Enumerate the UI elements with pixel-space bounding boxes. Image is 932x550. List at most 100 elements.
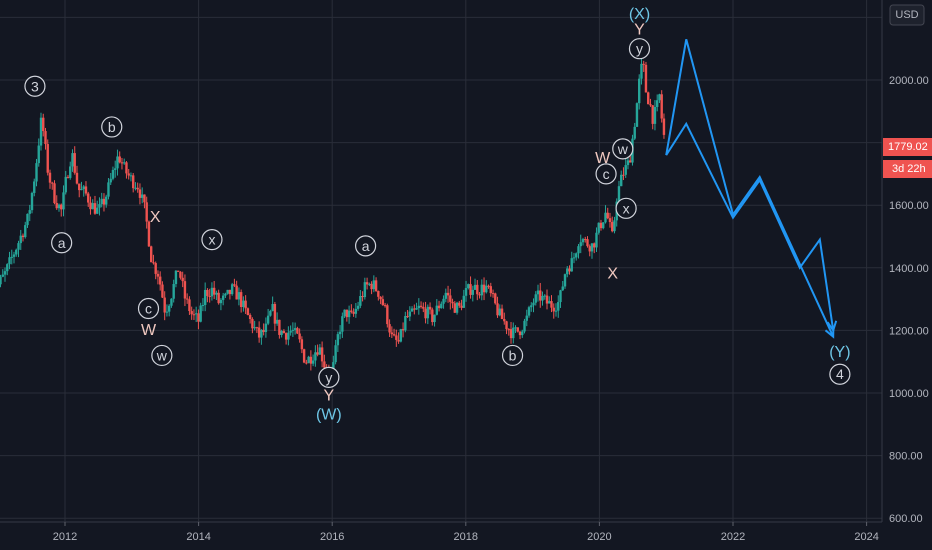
candle-body xyxy=(12,254,16,257)
candle-body xyxy=(217,292,220,304)
currency-label[interactable]: USD xyxy=(895,9,918,21)
price-axis[interactable]: 600.00 800.00 1000.00 1200.00 1400.00 1600.00… xyxy=(889,75,929,525)
last-price-badge: 1779.02 3d 22h xyxy=(883,138,932,178)
candle-body xyxy=(298,333,301,340)
candle-body xyxy=(75,172,79,184)
candle-body xyxy=(125,162,128,174)
candle-body xyxy=(24,225,27,238)
price-tick-label: 600.00 xyxy=(889,513,923,525)
candle-body xyxy=(662,118,666,135)
candle-body xyxy=(174,270,178,285)
price-tick-label: 800.00 xyxy=(889,451,923,463)
currency-button[interactable]: USD xyxy=(889,4,925,26)
price-tick-label: 2000.00 xyxy=(889,75,929,87)
candle-body xyxy=(87,193,90,203)
wave-label: b xyxy=(108,119,116,135)
candle-body xyxy=(206,289,209,296)
candle-body xyxy=(255,327,259,329)
candle-body xyxy=(491,293,495,295)
candle-body xyxy=(424,308,427,319)
wave-label: w xyxy=(617,141,629,157)
wave-label-circle xyxy=(501,344,524,367)
time-axis[interactable]: 2012 2014 2016 2018 2020 2022 2024 xyxy=(53,522,879,543)
time-axis-panel xyxy=(0,522,932,550)
candle-body xyxy=(93,203,97,214)
candle-body xyxy=(516,327,519,332)
candle-body xyxy=(289,330,292,333)
wave-label: W xyxy=(595,150,611,167)
candle-body xyxy=(345,309,349,318)
candle-body xyxy=(586,239,589,247)
candle-body xyxy=(111,169,115,179)
time-tick-label: 2016 xyxy=(320,531,344,543)
candle-body xyxy=(509,329,513,339)
candle-body xyxy=(188,299,191,312)
candle-body xyxy=(73,153,76,173)
candle-body xyxy=(417,305,421,309)
candle-body xyxy=(253,327,256,329)
candle-body xyxy=(507,329,510,331)
candle-body xyxy=(33,181,36,193)
candle-body xyxy=(354,308,358,314)
candle-body xyxy=(374,280,378,291)
candle-body xyxy=(143,194,146,203)
candle-body xyxy=(318,347,322,355)
candle-body xyxy=(140,194,144,198)
candle-body xyxy=(485,285,488,293)
candle-body xyxy=(161,284,164,298)
candle-body xyxy=(66,176,70,178)
candle-body xyxy=(89,202,92,210)
wave-label-circle xyxy=(201,229,223,251)
candle-body xyxy=(19,235,22,244)
candle-body xyxy=(437,305,441,309)
candle-body xyxy=(487,285,490,287)
time-tick-label: 2012 xyxy=(53,531,77,543)
candle-body xyxy=(158,276,162,285)
candle-body xyxy=(323,361,326,368)
candle-body xyxy=(237,292,241,300)
candle-body xyxy=(386,305,389,325)
candle-body xyxy=(352,311,355,314)
candle-body xyxy=(21,235,25,238)
wave-label-circle xyxy=(51,232,73,254)
candle-body xyxy=(505,321,508,330)
candle-body xyxy=(37,145,40,164)
candle-body xyxy=(653,107,657,124)
candle-body xyxy=(536,290,540,295)
candle-body xyxy=(114,168,117,170)
projection-path-2 xyxy=(665,121,835,331)
wave-label-circle xyxy=(612,138,634,160)
time-tick-label: 2020 xyxy=(587,531,611,543)
candle-body xyxy=(642,63,645,65)
candle-body xyxy=(521,331,524,336)
candle-body xyxy=(242,300,245,307)
candle-body xyxy=(649,104,652,106)
candle-body xyxy=(26,213,29,226)
candle-body xyxy=(570,258,573,272)
candle-body xyxy=(129,175,133,177)
projection-paths xyxy=(665,39,838,339)
candle-body xyxy=(120,162,124,164)
wave-label: 3 xyxy=(31,78,39,94)
candle-body xyxy=(0,276,2,285)
currency-button-bg[interactable] xyxy=(889,4,925,26)
candle-body xyxy=(147,221,151,247)
candle-body xyxy=(145,202,148,222)
candle-body xyxy=(458,302,461,306)
candle-body xyxy=(363,282,367,298)
candle-body xyxy=(410,308,414,312)
candle-body xyxy=(69,166,72,178)
wave-label: y xyxy=(636,41,643,57)
candle-body xyxy=(467,284,470,289)
candle-body xyxy=(548,301,551,304)
candle-body xyxy=(638,78,641,104)
candle-body xyxy=(215,292,218,295)
candle-body xyxy=(248,315,252,319)
candle-body xyxy=(579,242,582,247)
candle-body xyxy=(280,330,283,335)
candle-body xyxy=(176,270,180,272)
candle-body xyxy=(233,284,236,286)
candle-body xyxy=(350,310,353,312)
